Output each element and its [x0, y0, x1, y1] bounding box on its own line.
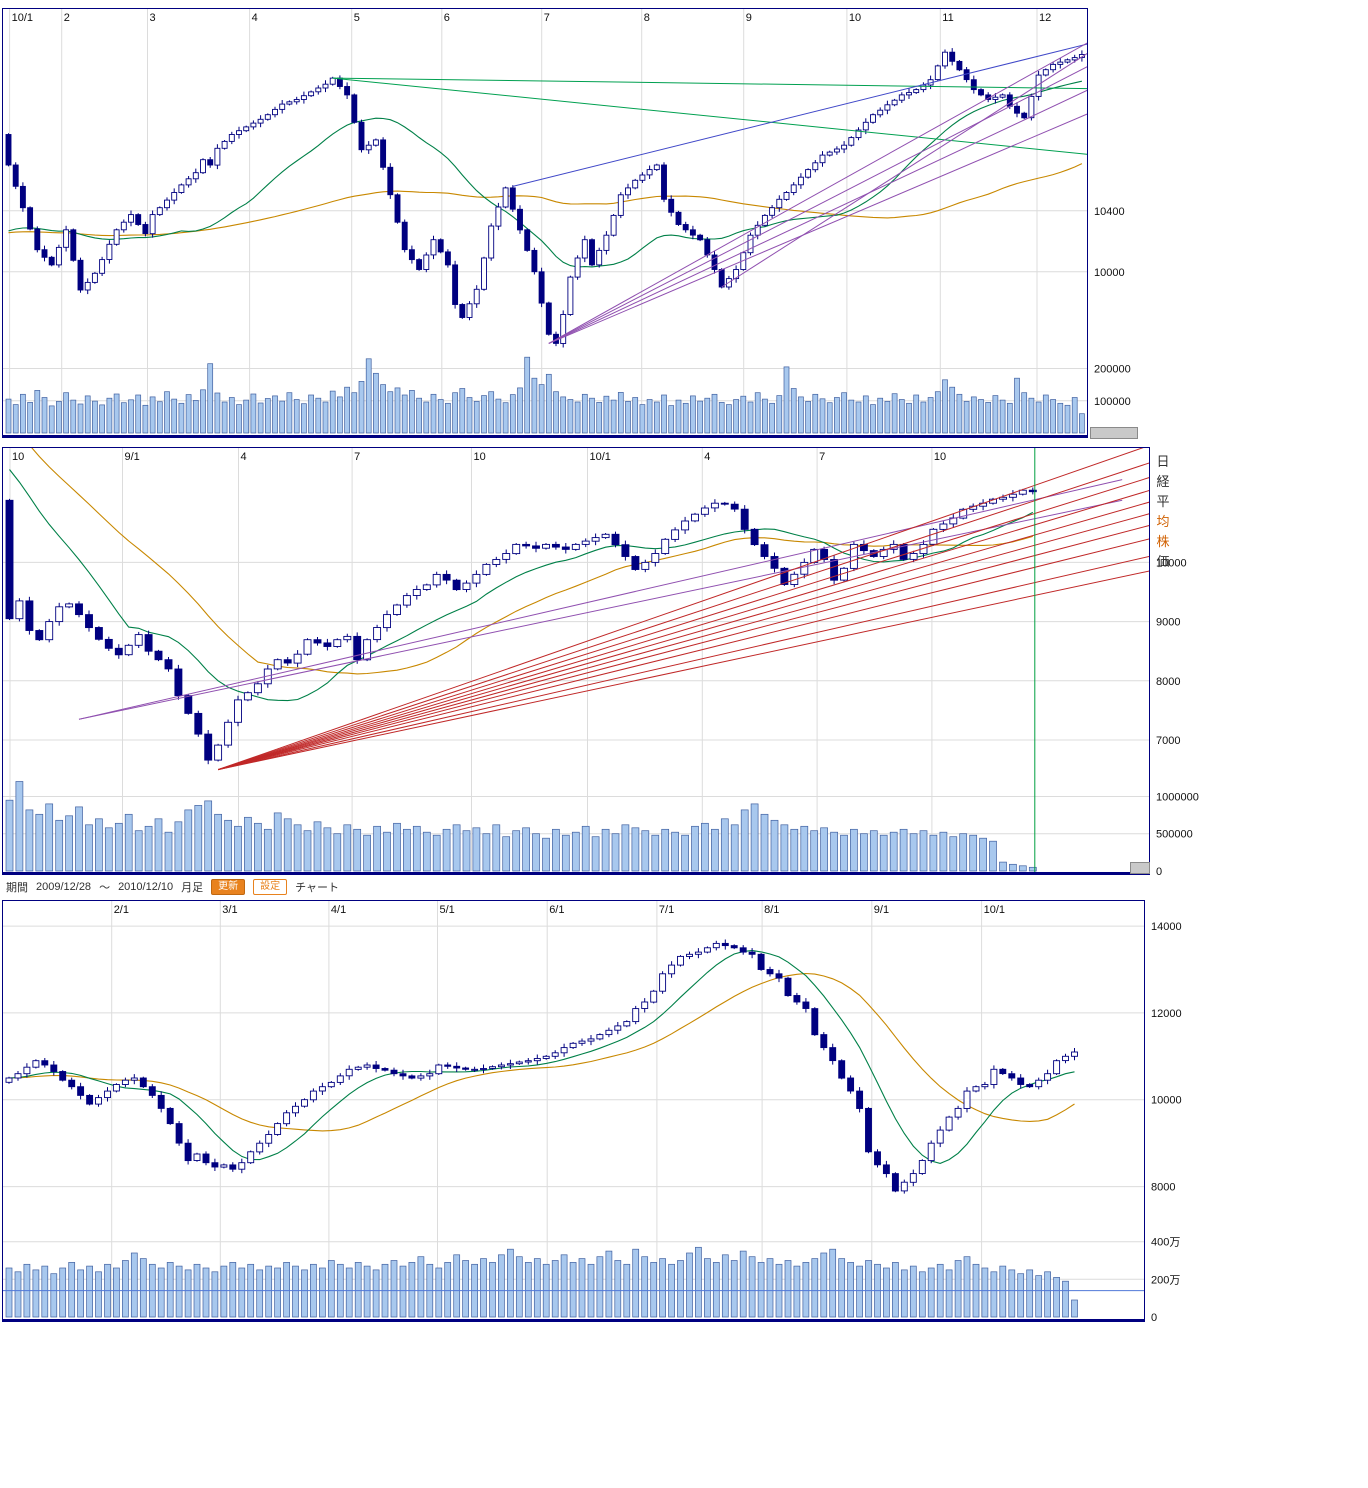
svg-text:200万: 200万 [1151, 1274, 1180, 1286]
svg-text:7: 7 [544, 12, 550, 24]
axis-labels: 10/1 2 3 4 5 6 7 8 9 10 11 12 10400 10000 200000 100000… [12, 12, 1131, 440]
svg-text:10000: 10000 [1151, 1095, 1182, 1107]
svg-text:12: 12 [1039, 12, 1051, 24]
svg-text:200000: 200000 [1094, 364, 1131, 376]
svg-text:0: 0 [1151, 1312, 1157, 1324]
svg-text:6/1: 6/1 [549, 904, 564, 916]
side-label-char: 均 [1156, 514, 1170, 529]
svg-text:14000: 14000 [1151, 921, 1182, 933]
svg-text:8/1: 8/1 [764, 904, 779, 916]
svg-text:100000: 100000 [1094, 396, 1131, 408]
toolbar-note: チャート [295, 882, 340, 894]
daily-chart-scrollbar-handle[interactable] [1090, 427, 1138, 439]
svg-text:10: 10 [849, 12, 861, 24]
svg-text:3/1: 3/1 [222, 904, 237, 916]
toolbar-date-to: 2010/12/10 [118, 881, 174, 893]
monthly-chart-panel[interactable]: 2/1 3/1 4/1 5/1 6/1 7/1 8/1 9/1 10/1 14000 12000 10… [2, 900, 1225, 1330]
svg-text:0: 0 [1156, 866, 1162, 878]
side-label-char: 日 [1156, 454, 1170, 469]
toolbar-update-button[interactable]: 更新 [211, 879, 246, 895]
side-label-char: 平 [1156, 494, 1170, 509]
svg-text:4: 4 [252, 12, 258, 24]
svg-text:5: 5 [354, 12, 360, 24]
svg-text:9/1: 9/1 [874, 904, 889, 916]
svg-text:10400: 10400 [1094, 206, 1125, 218]
toolbar-period-label: 期間 [6, 882, 28, 894]
svg-text:12000: 12000 [1151, 1008, 1182, 1020]
svg-text:2/1: 2/1 [114, 904, 129, 916]
side-label-char: 株 [1156, 534, 1170, 549]
svg-text:4: 4 [704, 451, 710, 463]
svg-text:6: 6 [444, 12, 450, 24]
svg-text:8000: 8000 [1151, 1182, 1175, 1194]
toolbar-settings-button[interactable]: 設定 [253, 879, 288, 895]
svg-text:9000: 9000 [1156, 617, 1180, 629]
chart-toolbar: 期間 2009/12/28 ～ 2010/12/10 月足 更新 設定 チャート [6, 878, 339, 896]
svg-text:11: 11 [942, 12, 953, 24]
svg-text:10000: 10000 [1094, 267, 1125, 279]
svg-text:7: 7 [354, 451, 360, 463]
svg-text:10: 10 [934, 451, 946, 463]
svg-text:9: 9 [746, 12, 752, 24]
svg-text:500000: 500000 [1156, 829, 1193, 841]
svg-text:2: 2 [64, 12, 70, 24]
toolbar-mode-label: 月足 [181, 882, 204, 894]
daily-chart-svg: 10/1 2 3 4 5 6 7 8 9 10 11 12 10400 10000 200000 100000… [2, 8, 1131, 440]
weekly-chart-scrollbar-handle[interactable] [1130, 862, 1150, 874]
svg-text:8: 8 [644, 12, 650, 24]
toolbar-date-separator: ～ [99, 882, 111, 894]
side-label-char: 価 [1156, 554, 1170, 569]
svg-text:8000: 8000 [1156, 676, 1180, 688]
svg-text:4: 4 [241, 451, 247, 463]
svg-text:10/1: 10/1 [590, 451, 611, 463]
svg-text:4/1: 4/1 [331, 904, 346, 916]
svg-text:10/1: 10/1 [984, 904, 1005, 916]
svg-text:10/1: 10/1 [12, 12, 33, 24]
toolbar-date-from: 2009/12/28 [36, 881, 92, 893]
axis-labels: 2/1 3/1 4/1 5/1 6/1 7/1 8/1 9/1 10/1 14000 12000 10… [114, 904, 1182, 1324]
svg-text:10: 10 [12, 451, 24, 463]
svg-text:7/1: 7/1 [659, 904, 674, 916]
svg-text:10: 10 [474, 451, 486, 463]
side-vertical-label: 日経平均株価 [1155, 452, 1171, 572]
svg-text:3: 3 [150, 12, 156, 24]
svg-text:400万: 400万 [1151, 1237, 1180, 1249]
svg-text:9/1: 9/1 [125, 451, 140, 463]
axis-labels: 10 9/1 4 7 10 10/1 4 7 10 10000 9000 8000 7000 100000… [12, 451, 1199, 878]
side-label-char: 経 [1156, 474, 1170, 489]
svg-text:7000: 7000 [1156, 735, 1180, 747]
weekly-chart-svg: 10 9/1 4 7 10 10/1 4 7 10 10000 9000 8000 7000 100000… [2, 447, 1199, 878]
monthly-chart-svg: 2/1 3/1 4/1 5/1 6/1 7/1 8/1 9/1 10/1 14000 12000 10… [2, 900, 1182, 1324]
weekly-chart-panel[interactable]: 10 9/1 4 7 10 10/1 4 7 10 10000 9000 8000 7000 100000… [2, 447, 1230, 883]
svg-text:10000: 10000 [1156, 557, 1187, 569]
svg-text:7: 7 [819, 451, 825, 463]
daily-chart-panel[interactable]: 10/1 2 3 4 5 6 7 8 9 10 11 12 10400 10000 200000 100000… [2, 8, 1168, 446]
svg-text:1000000: 1000000 [1156, 792, 1199, 804]
svg-text:5/1: 5/1 [440, 904, 455, 916]
